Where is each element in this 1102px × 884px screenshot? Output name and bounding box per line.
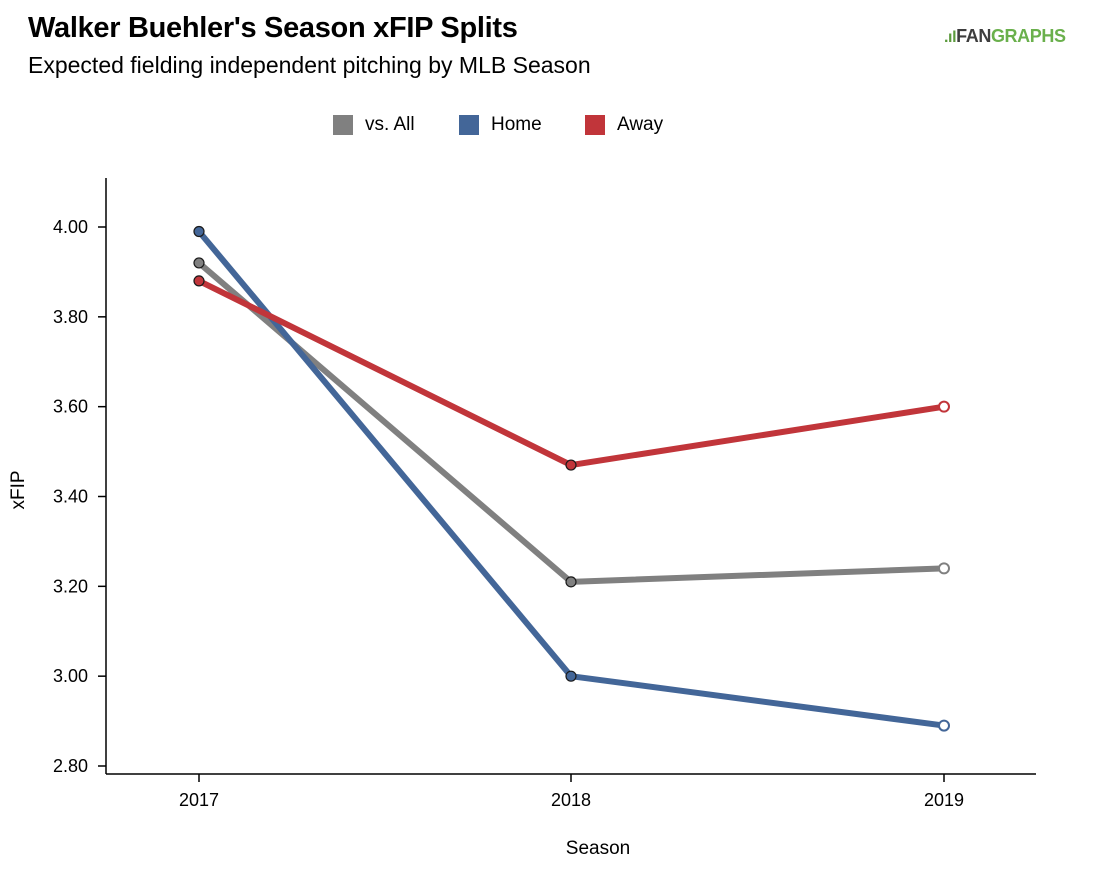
logo-mark-icon: .ıl <box>944 29 957 46</box>
data-point-vs-all-2018[interactable] <box>565 576 577 588</box>
legend-swatch-away <box>585 115 605 135</box>
data-point-home-2018[interactable] <box>565 670 577 682</box>
x-tick-label: 2017 <box>179 790 219 810</box>
chart-title: Walker Buehler's Season xFIP Splits <box>28 12 518 44</box>
legend-swatch-vs-all <box>333 115 353 135</box>
legend-label-home: Home <box>491 114 542 135</box>
y-tick-label: 3.60 <box>53 397 88 417</box>
y-tick-label: 3.00 <box>53 666 88 686</box>
legend-label-away: Away <box>617 114 664 135</box>
y-tick-label: 3.20 <box>53 576 88 596</box>
y-tick-label: 3.40 <box>53 487 88 507</box>
legend-swatch-home <box>459 115 479 135</box>
y-tick-label: 2.80 <box>53 756 88 776</box>
legend-item-away[interactable]: Away <box>585 112 663 138</box>
series-lines <box>196 228 947 729</box>
data-point-away-2018[interactable] <box>565 459 577 471</box>
legend-label-vs-all: vs. All <box>365 114 415 135</box>
legend-item-vs-all[interactable]: vs. All <box>333 112 415 138</box>
data-point-vs-all-2019[interactable] <box>938 562 950 575</box>
series-line-away <box>196 277 947 469</box>
fangraphs-logo: .ılFANGRAPHS <box>944 26 1066 47</box>
chart-subtitle: Expected fielding independent pitching b… <box>28 52 591 78</box>
x-axis-ticks: 2017 2018 2019 <box>179 774 964 810</box>
logo-text-graphs: GRAPHS <box>990 26 1066 46</box>
x-axis-title: Season <box>566 838 630 859</box>
data-point-away-2019[interactable] <box>938 400 950 413</box>
data-point-away-2017[interactable] <box>193 275 205 287</box>
y-tick-label: 4.00 <box>53 217 88 237</box>
y-tick-label: 3.80 <box>53 307 88 327</box>
x-tick-label: 2019 <box>924 790 964 810</box>
data-point-vs-all-2017[interactable] <box>193 257 205 269</box>
data-point-home-2017[interactable] <box>193 225 205 238</box>
legend-item-home[interactable]: Home <box>459 112 542 138</box>
chart-legend: vs. All Home Away <box>0 112 1102 138</box>
logo-text-fan: FAN <box>956 26 991 46</box>
y-axis-title: xFIP <box>8 470 29 509</box>
y-axis-ticks: 2.80 3.00 3.20 3.40 3.60 3.80 4.00 <box>53 217 106 776</box>
data-point-home-2019[interactable] <box>938 719 950 732</box>
series-points <box>193 225 950 732</box>
x-tick-label: 2018 <box>551 790 591 810</box>
series-line-home <box>196 228 947 729</box>
